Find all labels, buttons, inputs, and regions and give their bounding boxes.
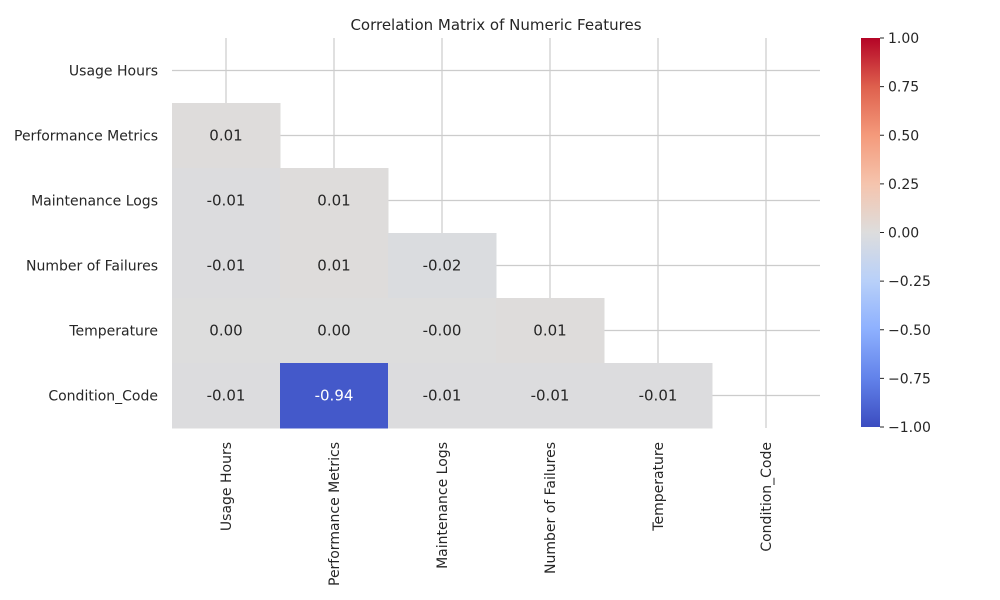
colorbar-tick-label: 0.75	[888, 80, 919, 96]
heatmap-cell	[172, 298, 281, 364]
x-tick-label: Number of Failures	[543, 442, 559, 574]
colorbar-tick-label: 0.25	[888, 177, 919, 193]
heatmap-cell-value: 0.01	[317, 192, 350, 210]
heatmap-cell	[280, 363, 389, 429]
heatmap-cell-value: -0.02	[423, 257, 462, 275]
heatmap-cell	[388, 298, 497, 364]
colorbar-tick-label: −0.75	[888, 371, 931, 387]
y-tick-label: Usage Hours	[69, 64, 158, 80]
heatmap-cell	[280, 168, 389, 234]
heatmap-cell	[280, 233, 389, 299]
heatmap-cells	[172, 103, 713, 429]
y-tick-label: Number of Failures	[26, 259, 158, 275]
heatmap-cell-value: 0.00	[209, 322, 242, 340]
heatmap-cell	[496, 363, 605, 429]
colorbar-tick-label: −0.25	[888, 274, 931, 290]
y-tick-label: Condition_Code	[48, 389, 158, 405]
heatmap-cell-value: 0.01	[533, 322, 566, 340]
heatmap-cell-value: -0.94	[315, 387, 354, 405]
heatmap-cell	[604, 363, 713, 429]
y-tick-label: Maintenance Logs	[31, 194, 158, 210]
y-tick-label: Temperature	[68, 324, 158, 340]
heatmap-cell-value: -0.01	[207, 257, 246, 275]
heatmap-cell-value: -0.01	[531, 387, 570, 405]
chart-title: Correlation Matrix of Numeric Features	[350, 16, 641, 34]
heatmap-cell-value: -0.01	[639, 387, 678, 405]
heatmap-cell-value: 0.01	[209, 127, 242, 145]
colorbar-tick-label: 0.50	[888, 128, 919, 144]
colorbar-gradient	[861, 38, 880, 427]
x-tick-label: Performance Metrics	[327, 442, 343, 586]
y-axis-tick-labels: Usage Hours Performance Metrics Maintenanc…	[14, 64, 158, 405]
colorbar-tick-label: 1.00	[888, 31, 919, 47]
heatmap-cell-value: 0.00	[317, 322, 350, 340]
heatmap-cell-labels: 0.01 -0.01 0.01 -0.01 0.01 -0.02 0.00 0.00 -0.00…	[207, 127, 678, 405]
heatmap-cell-value: -0.00	[423, 322, 462, 340]
heatmap-cell	[280, 298, 389, 364]
heatmap-cell	[388, 363, 497, 429]
x-axis-tick-labels: Usage Hours Performance Metrics Maintenanc…	[219, 442, 775, 586]
heatmap-cell	[496, 298, 605, 364]
x-tick-label: Maintenance Logs	[435, 442, 451, 569]
colorbar: 1.00 0.75 0.50 0.25 0.00 −0.25 −0.50 −0.75 −1.00	[861, 31, 931, 436]
heatmap-cell-value: 0.01	[317, 257, 350, 275]
colorbar-tick-label: −1.00	[888, 420, 931, 436]
y-tick-label: Performance Metrics	[14, 129, 158, 145]
colorbar-tick-label: −0.50	[888, 323, 931, 339]
x-tick-label: Temperature	[651, 442, 667, 532]
heatmap-cell-value: -0.01	[423, 387, 462, 405]
heatmap-cell	[172, 103, 281, 169]
x-tick-label: Condition_Code	[759, 442, 775, 552]
heatmap-cell	[172, 168, 281, 234]
heatmap-cell	[388, 233, 497, 299]
heatmap-cell-value: -0.01	[207, 387, 246, 405]
heatmap-cell	[172, 233, 281, 299]
colorbar-tick-label: 0.00	[888, 226, 919, 242]
heatmap-cell	[172, 363, 281, 429]
heatmap-cell-value: -0.01	[207, 192, 246, 210]
x-tick-label: Usage Hours	[219, 442, 235, 531]
